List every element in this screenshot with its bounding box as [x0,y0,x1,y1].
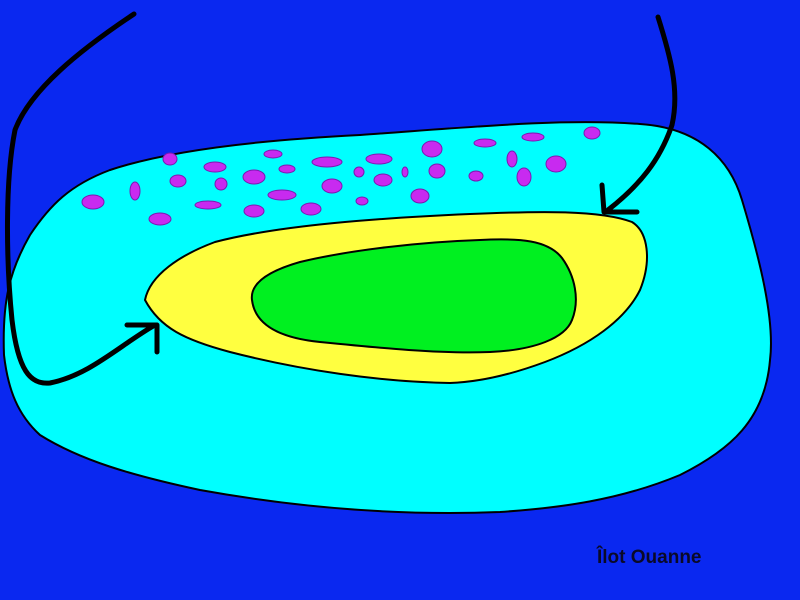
reef-spot [401,166,409,178]
reef-spot [263,149,283,159]
reef-spot [421,140,443,158]
reef-spot [516,167,532,187]
reef-spot [468,170,484,182]
reef-spot [243,204,265,218]
vegetation [250,238,577,354]
reef-spot [267,189,297,201]
map-label: Îlot Ouanne [597,547,702,568]
reef-spot [129,181,141,201]
reef-spot [506,150,518,168]
reef-spot [162,152,178,166]
reef-spot [473,138,497,148]
reef-spot [81,194,105,210]
reef-spot [169,174,187,188]
reef-spot [278,164,296,174]
reef-spot [214,177,228,191]
reef-spot [203,161,227,173]
reef-spot [545,155,567,173]
arrow-icon [599,14,678,215]
reef-spot [428,163,446,179]
reef-spot [353,166,365,178]
reef-spot [311,156,343,168]
reef-spot [365,153,393,165]
reef-spot [410,188,430,204]
reef-spot [242,169,266,185]
reef-spot [373,173,393,187]
reef-spots [81,126,601,226]
arrow-icon [5,11,160,386]
reef-spot [521,132,545,142]
reef-spot [194,200,222,210]
reef-spot [321,178,343,194]
reef-spot [300,202,322,216]
reef-spot [583,126,601,140]
reef-spot [355,196,369,206]
reef-spot [148,212,172,226]
